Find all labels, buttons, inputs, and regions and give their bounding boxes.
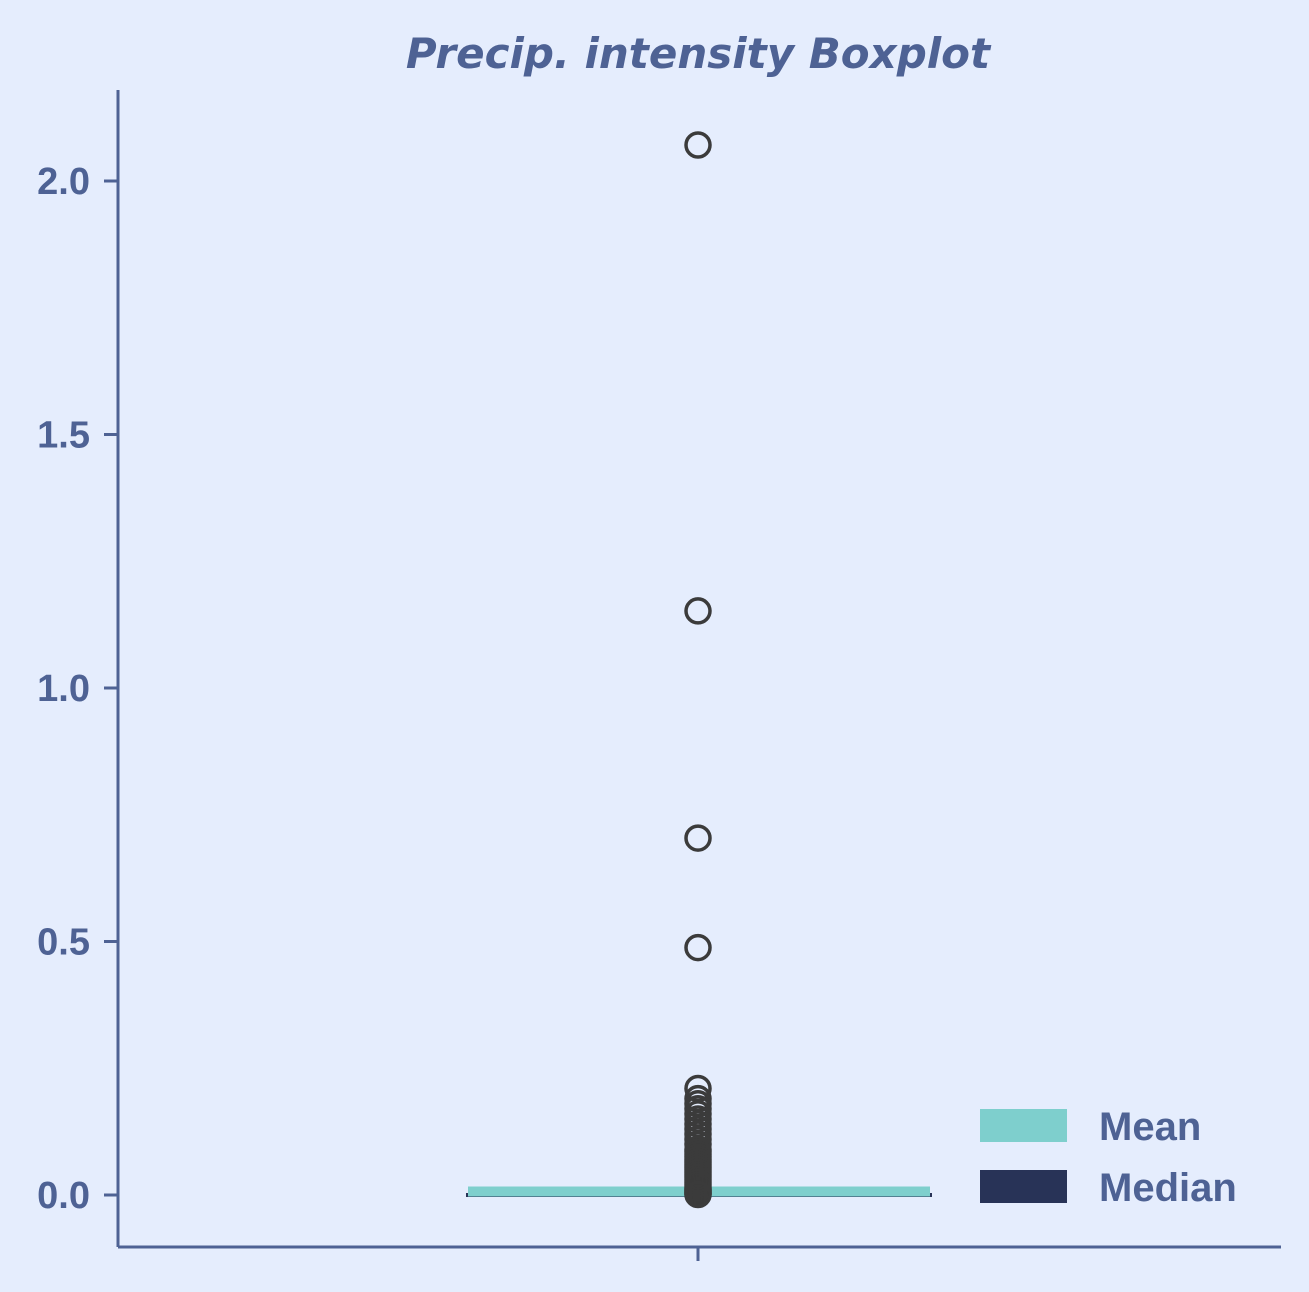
- legend-label-mean: Mean: [1099, 1105, 1201, 1149]
- legend-swatch-median: [980, 1170, 1067, 1203]
- y-tick-label: 1.5: [37, 415, 90, 457]
- outlier-point: [684, 597, 712, 625]
- chart-title: Precip. intensity Boxplot: [406, 29, 992, 78]
- y-ticks: 0.0 0.5 1.0 1.5 2.0: [37, 161, 118, 1217]
- y-tick-label: 0.5: [37, 922, 90, 964]
- outlier-point: [684, 933, 712, 962]
- outlier-point: [684, 131, 712, 159]
- y-tick-label: 1.0: [37, 668, 90, 710]
- legend-label-median: Median: [1099, 1166, 1237, 1210]
- legend-swatch-mean: [980, 1109, 1067, 1142]
- y-tick-label: 0.0: [37, 1175, 90, 1217]
- outlier-point: [684, 1180, 712, 1209]
- legend: Mean Median: [980, 1105, 1237, 1210]
- outliers: [684, 131, 712, 1209]
- y-tick-label: 2.0: [37, 161, 90, 203]
- outlier-point: [684, 824, 712, 852]
- axes: [116, 90, 1281, 1261]
